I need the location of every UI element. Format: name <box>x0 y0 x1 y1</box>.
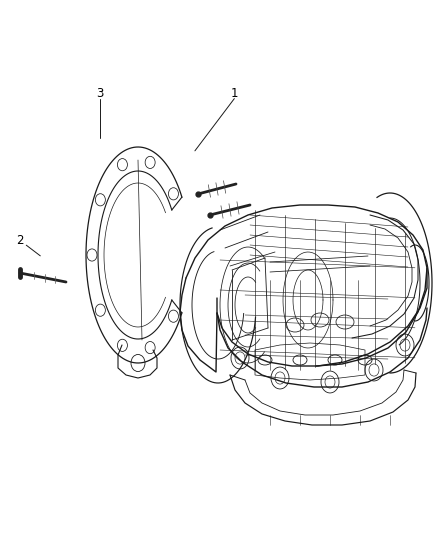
Text: 3: 3 <box>96 87 103 100</box>
Text: 2: 2 <box>16 235 24 247</box>
Text: 1: 1 <box>230 87 238 100</box>
